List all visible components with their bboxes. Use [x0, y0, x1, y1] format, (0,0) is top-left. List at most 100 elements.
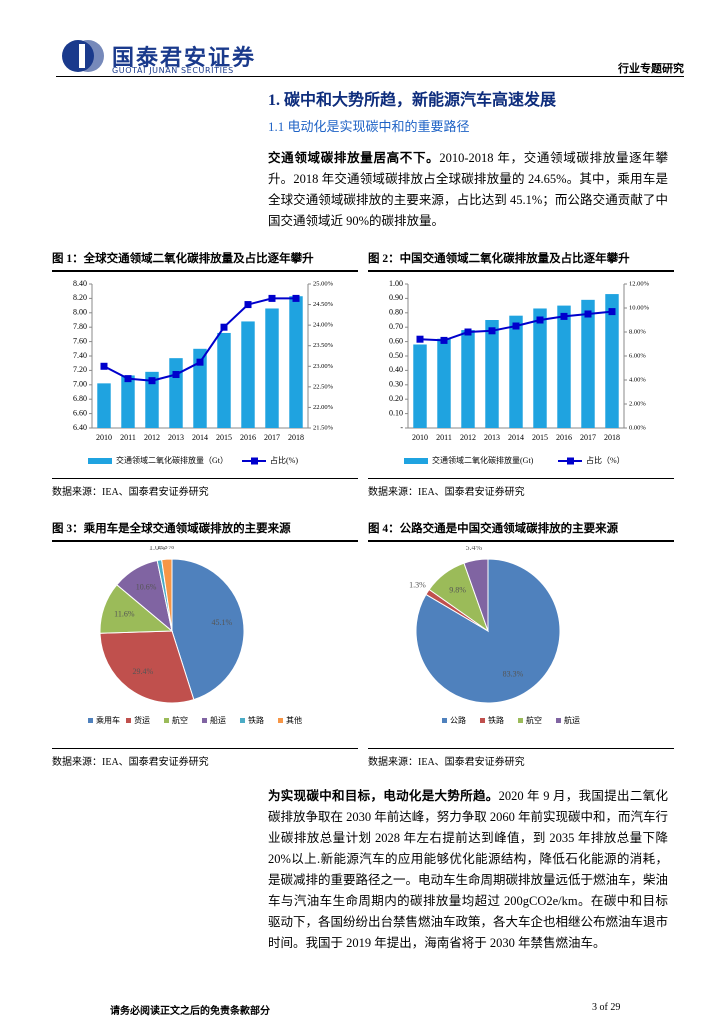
slice: [99, 630, 195, 704]
y2-tick-label: 24.50%: [313, 301, 334, 308]
y2-tick-label: 2.00%: [629, 400, 646, 407]
slice: [161, 558, 173, 632]
y-tick-label: 7.60: [73, 336, 87, 345]
figure-title: 图 3：乘用车是全球交通领域碳排放的主要来源: [52, 520, 358, 542]
bar: [557, 305, 571, 428]
legend-label: 航空: [526, 715, 542, 725]
marker: [608, 308, 616, 316]
disclaimer: 请务必阅读正文之后的免责条款部分: [110, 1006, 270, 1017]
data-label: 83.3%: [503, 670, 524, 679]
legend-label: 航空: [172, 715, 188, 725]
data-label: 45.1%: [211, 618, 232, 627]
legend-swatch: [202, 718, 207, 723]
chart: - 0.10 0.20 0.30 0.40 0.50 0.60 0.70 0.80 0.90 1.0…: [389, 279, 650, 465]
x-tick-label: 2018: [604, 433, 620, 442]
y-tick-label: 0.30: [389, 380, 403, 389]
y-tick-label: 6.80: [73, 394, 87, 403]
marker: [220, 323, 228, 331]
company: 国泰君安证券: [112, 46, 257, 71]
marker: [244, 301, 252, 309]
y-tick-label: 0.90: [389, 293, 403, 302]
marker: [148, 377, 156, 385]
data-label: 9.8%: [449, 586, 466, 595]
legend-swatch: [567, 457, 574, 465]
figure-title: 图 4：公路交通是中国交通领域碳排放的主要来源: [368, 520, 674, 542]
x-tick-label: 2018: [288, 433, 304, 442]
chart: 6.40 6.60 6.80 7.00 7.20 7.40 7.60 7.80 8.00 8.20…: [73, 279, 334, 465]
legend-label: 占比(%): [270, 455, 298, 465]
legend-swatch: [88, 458, 112, 464]
logo: [62, 40, 104, 72]
legend-swatch: [556, 718, 561, 723]
data-label: 2.3%: [158, 546, 175, 551]
legend-swatch: [480, 718, 485, 723]
lead: 交通领域碳排放量居高不下。: [268, 151, 440, 165]
bar: [145, 371, 159, 428]
y2-tick-label: 22.00%: [313, 404, 334, 411]
y2-tick-label: 25.00%: [313, 280, 334, 287]
marker: [100, 362, 108, 370]
slice: [171, 558, 245, 701]
y-tick-label: 7.00: [73, 380, 87, 389]
bar: [461, 330, 475, 428]
y-tick-label: 0.80: [389, 308, 403, 317]
x-tick-label: 2013: [484, 433, 500, 442]
heading: 1. 碳中和大势所趋，新能源汽车高速发展: [268, 92, 557, 109]
data-label: 10.6%: [136, 583, 157, 592]
x-tick-label: 2015: [532, 433, 548, 442]
y2-tick-label: 10.00%: [629, 304, 650, 311]
figure-title: 图 1：全球交通领域二氧化碳排放量及占比逐年攀升: [52, 250, 358, 272]
figure-title: 图 2：中国交通领域二氧化碳排放量及占比逐年攀升: [368, 250, 674, 272]
legend-swatch: [88, 718, 93, 723]
x-tick-label: 2017: [264, 433, 280, 442]
legend-label: 占比（%）: [586, 455, 625, 465]
y-tick-label: 7.80: [73, 322, 87, 331]
x-tick-label: 2012: [460, 433, 476, 442]
bar: [485, 320, 499, 428]
y-tick-label: 0.10: [389, 408, 403, 417]
legend-swatch: [240, 718, 245, 723]
bar: [413, 344, 427, 428]
y-tick-label: -: [400, 423, 403, 432]
bar: [169, 358, 183, 428]
bar: [437, 338, 451, 428]
legend-swatch: [442, 718, 447, 723]
y-tick-label: 0.50: [389, 351, 403, 360]
y-tick-label: 6.40: [73, 423, 87, 432]
legend-label: 交通领域二氧化碳排放量（Gt）: [116, 455, 228, 465]
bar: [241, 321, 255, 428]
y2-tick-label: 8.00%: [629, 328, 646, 335]
y-tick-label: 0.40: [389, 365, 403, 374]
marker: [488, 327, 496, 335]
legend-swatch: [251, 457, 258, 465]
x-tick-label: 2015: [216, 433, 232, 442]
y-tick-label: 7.40: [73, 351, 87, 360]
legend-label: 交通领域二氧化碳排放量(Gt): [432, 455, 534, 465]
figure-source: 数据来源：IEA、国泰君安证券研究: [368, 748, 674, 768]
body: 2010-2018 年，交通领域碳排放量逐年攀升。2018 年交通领域碳排放占全…: [268, 151, 668, 228]
marker: [464, 328, 472, 336]
y2-tick-label: 12.00%: [629, 280, 650, 287]
figure-source: 数据来源：IEA、国泰君安证券研究: [368, 478, 674, 498]
marker: [124, 375, 132, 383]
marker: [416, 335, 424, 343]
y-tick-label: 0.60: [389, 336, 403, 345]
marker: [584, 310, 592, 318]
legend-label: 乘用车: [96, 715, 120, 725]
data-label: 29.4%: [133, 667, 154, 676]
y2-tick-label: 22.50%: [313, 383, 334, 390]
y-tick-label: 1.00: [389, 279, 403, 288]
marker: [440, 336, 448, 344]
bar: [217, 332, 231, 428]
bar: [581, 299, 595, 428]
x-tick-label: 2016: [556, 433, 572, 442]
marker: [292, 294, 300, 302]
y-tick-label: 7.20: [73, 365, 87, 374]
company-en: GUOTAI JUNAN SECURITIES: [112, 66, 234, 75]
x-tick-label: 2011: [436, 433, 452, 442]
paragraph: 为实现碳中和目标，电动化是大势所趋。2020 年 9 月，我国提出二氧化碳排放争…: [268, 786, 668, 954]
bar: [509, 315, 523, 428]
bar: [533, 308, 547, 428]
header-rule: [56, 76, 684, 77]
